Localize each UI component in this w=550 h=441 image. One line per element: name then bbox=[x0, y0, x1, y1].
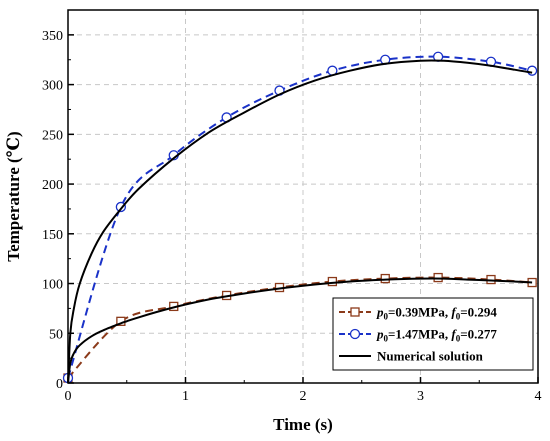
plot-series bbox=[62, 51, 538, 384]
legend-label: p0=1.47MPa, f0=0.277 bbox=[376, 327, 497, 344]
y-tick-label: 0 bbox=[56, 377, 63, 392]
series-line bbox=[67, 276, 533, 379]
legend-item-1: p0=1.47MPa, f0=0.277 bbox=[339, 327, 497, 344]
legend-item-0: p0=0.39MPa, f0=0.294 bbox=[339, 305, 497, 322]
circle-marker bbox=[526, 65, 538, 76]
y-tick-label: 350 bbox=[42, 29, 63, 44]
x-tick-label: 1 bbox=[182, 389, 189, 404]
y-tick-label: 200 bbox=[42, 178, 63, 193]
y-tick-label: 300 bbox=[42, 79, 63, 94]
legend-square-marker bbox=[350, 307, 360, 317]
legend-label: Numerical solution bbox=[377, 349, 484, 364]
y-tick-label: 100 bbox=[42, 278, 63, 293]
legend-circle-marker bbox=[349, 328, 361, 340]
series-1 bbox=[62, 51, 538, 384]
x-tick-label: 2 bbox=[300, 389, 307, 404]
numerical-curve-0 bbox=[67, 59, 533, 384]
x-axis-title: Time (s) bbox=[273, 415, 333, 434]
y-axis-title: Temperature (℃) bbox=[4, 131, 23, 261]
legend-item-2: Numerical solution bbox=[339, 349, 484, 364]
y-tick-label: 250 bbox=[42, 128, 63, 143]
y-tick-label: 50 bbox=[49, 327, 63, 342]
legend: p0=0.39MPa, f0=0.294 p0=1.47MPa, f0=0.277… bbox=[332, 297, 534, 371]
series-2 bbox=[67, 59, 533, 384]
x-tick-label: 3 bbox=[417, 389, 424, 404]
x-tick-label: 0 bbox=[65, 389, 72, 404]
x-tick-label: 4 bbox=[535, 389, 542, 404]
square-marker bbox=[327, 276, 338, 287]
numerical-curve-1 bbox=[67, 277, 533, 384]
legend-label: p0=0.39MPa, f0=0.294 bbox=[376, 305, 497, 322]
axis-ticks: 0 1 2 3 4 0 50 100 150 200 250 300 350 bbox=[42, 29, 542, 404]
y-tick-label: 150 bbox=[42, 228, 63, 243]
